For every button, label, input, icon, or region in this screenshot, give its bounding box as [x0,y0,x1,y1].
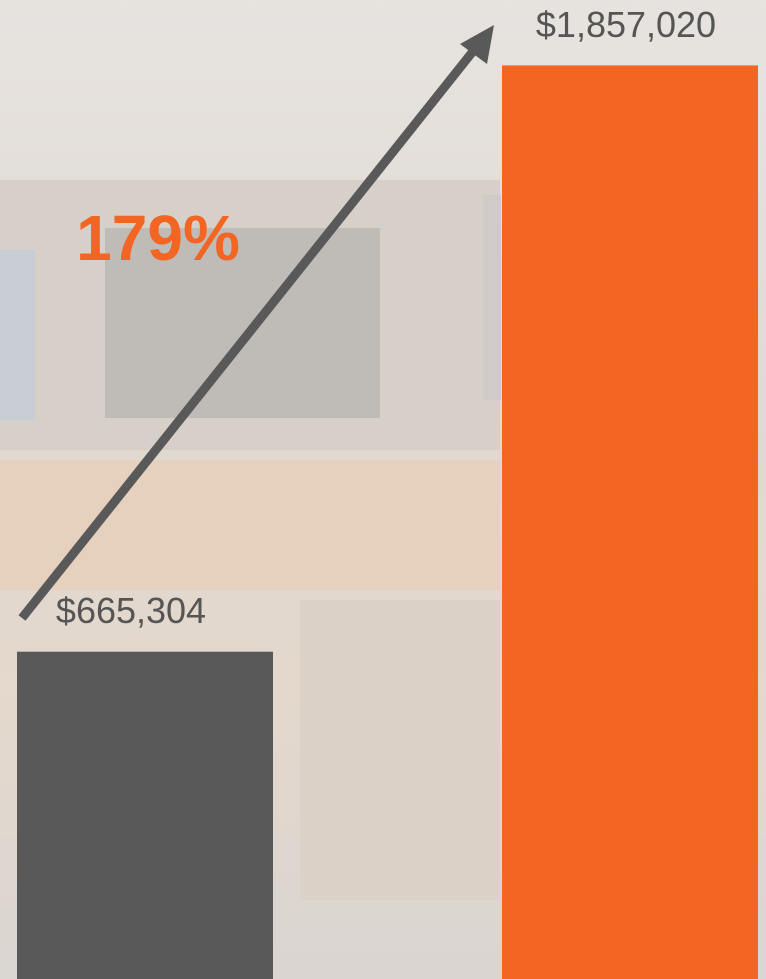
growth-annotation: 179% [76,202,240,274]
value-label: $665,304 [56,590,206,631]
page: {"chart_data": {"type": "bar", "annotati… [0,0,766,979]
value-label: $1,857,020 [536,4,716,45]
chart: 179% $665,304 $1,857,020 [0,0,766,979]
bar [502,65,758,979]
bar [17,652,273,979]
